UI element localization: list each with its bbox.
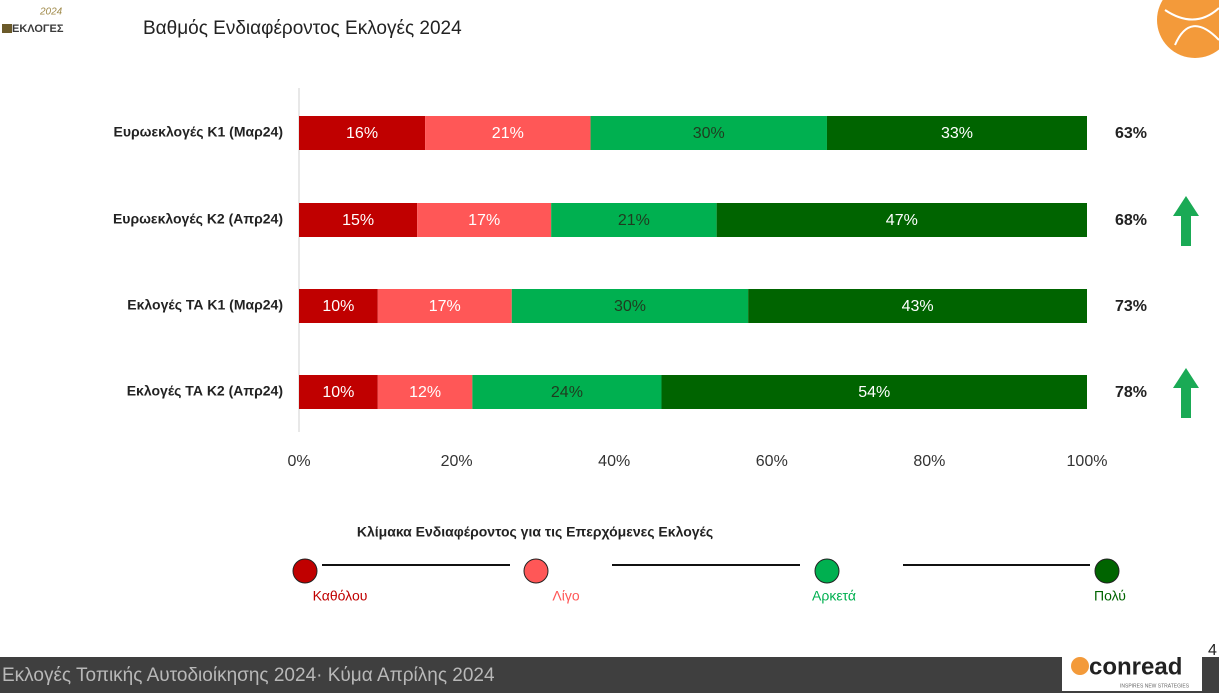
bar-segment (511, 289, 749, 323)
corner-decoration-lines (1164, 7, 1219, 46)
bar-segment (425, 116, 591, 150)
legend-title: Κλίμακα Ενδιαφέροντος για τις Επερχόμενε… (357, 524, 713, 540)
total-label: 78% (1115, 384, 1147, 401)
data-label: 47% (886, 212, 918, 229)
category-label: Εκλογές ΤΑ Κ1 (Μαρ24) (127, 297, 283, 313)
legend-marker (292, 558, 318, 584)
x-tick-label: 20% (441, 453, 473, 470)
data-label: 30% (614, 298, 646, 315)
data-label: 54% (858, 384, 890, 401)
data-label: 10% (322, 384, 354, 401)
bar-segment (299, 289, 378, 323)
legend-marker (1094, 558, 1120, 584)
data-label: 24% (551, 384, 583, 401)
up-arrow (1173, 368, 1199, 418)
total-label: 73% (1115, 298, 1147, 315)
logo-text: ΕΚΛΟΓΕΣ (12, 23, 64, 35)
category-label: Ευρωεκλογές Κ2 (Απρ24) (113, 211, 283, 227)
bar-segment (417, 203, 552, 237)
x-tick-label: 40% (598, 453, 630, 470)
data-label: 21% (618, 212, 650, 229)
data-label: 17% (429, 298, 461, 315)
bar-segment (299, 203, 418, 237)
legend-label: Λίγο (552, 588, 579, 604)
bar-segment (826, 116, 1087, 150)
bar-segment (551, 203, 717, 237)
category-label: Ευρωεκλογές Κ1 (Μαρ24) (114, 124, 283, 140)
x-tick-label: 100% (1067, 453, 1108, 470)
legend-marker (523, 558, 549, 584)
total-label: 63% (1115, 125, 1147, 142)
data-label: 10% (322, 298, 354, 315)
x-tick-label: 0% (287, 453, 310, 470)
brand: conread (1089, 653, 1182, 680)
bar-segment (661, 375, 1087, 409)
data-label: 43% (902, 298, 934, 315)
bar-segment (590, 116, 827, 150)
data-label: 16% (346, 125, 378, 142)
bar-segment (377, 375, 473, 409)
data-label: 17% (468, 212, 500, 229)
bar-segment (716, 203, 1087, 237)
bar-segment (299, 116, 426, 150)
total-label: 68% (1115, 212, 1147, 229)
bar-segment (377, 289, 512, 323)
category-label: Εκλογές ΤΑ Κ2 (Απρ24) (127, 383, 283, 399)
x-tick-label: 80% (913, 453, 945, 470)
logo-year: 2024 (39, 7, 63, 18)
bar-segment (472, 375, 662, 409)
footer-band (0, 657, 1219, 693)
legend-label: Αρκετά (812, 588, 856, 604)
legend-marker (814, 558, 840, 584)
logo-icon (2, 24, 12, 33)
brand-icon (1071, 657, 1089, 675)
data-label: 15% (342, 212, 374, 229)
x-tick-label: 60% (756, 453, 788, 470)
data-label: 33% (941, 125, 973, 142)
slide-title: Βαθμός Ενδιαφέροντος Εκλογές 2024 (143, 18, 462, 39)
up-arrow (1173, 196, 1199, 246)
data-label: 30% (693, 125, 725, 142)
legend-label: Καθόλου (313, 588, 368, 604)
footer-text: Εκλογές Τοπικής Αυτοδιοίκησης 2024· Κύμα… (2, 665, 495, 686)
bar-segment (748, 289, 1087, 323)
data-label: 12% (409, 384, 441, 401)
bar-segment (299, 375, 378, 409)
brand-tagline: INSPIRES NEW STRATEGIES (1120, 683, 1190, 689)
data-label: 21% (492, 125, 524, 142)
page-number: 4 (1208, 642, 1217, 659)
legend-label: Πολύ (1094, 588, 1126, 604)
